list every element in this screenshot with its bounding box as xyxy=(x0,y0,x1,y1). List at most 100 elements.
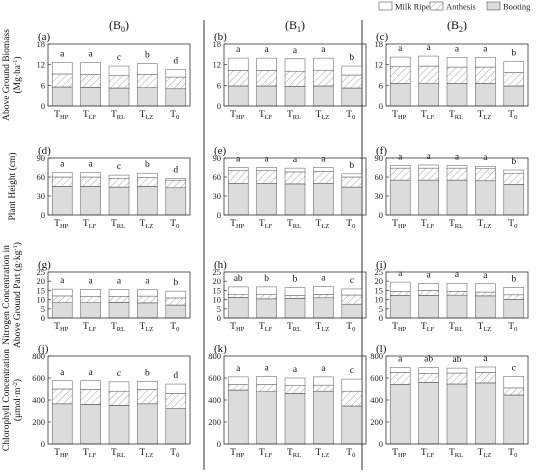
y-axis-label: Above Ground Part (g·kg-1) xyxy=(12,242,23,348)
significance-letter: a xyxy=(60,49,65,59)
significance-letter: a xyxy=(293,155,298,165)
significance-letter: a xyxy=(321,155,326,165)
bar-milk-ripe xyxy=(165,69,187,78)
significance-letter: a xyxy=(398,355,403,365)
y-tick-label: 0 xyxy=(379,313,383,323)
x-tick-label: TRL xyxy=(287,219,301,230)
x-tick-label: T0 xyxy=(508,110,517,121)
bar-booting xyxy=(503,394,525,445)
x-tick-label: TRL xyxy=(111,448,125,459)
bar-booting xyxy=(165,408,187,445)
y-tick-label: 60 xyxy=(375,172,384,182)
bar-milk-ripe xyxy=(108,381,130,392)
bar-booting xyxy=(51,186,73,216)
bar-milk-ripe xyxy=(256,376,277,385)
significance-letter: a xyxy=(321,45,326,55)
panel-label: (i) xyxy=(376,259,387,271)
bar-anthesis xyxy=(389,167,411,181)
bar-booting xyxy=(137,302,158,319)
y-tick-label: 0 xyxy=(379,439,383,449)
significance-letter: a xyxy=(483,354,488,364)
x-tick-label: TLF xyxy=(259,219,273,230)
significance-letter: b xyxy=(264,274,269,284)
significance-letter: b xyxy=(145,51,150,61)
bar-anthesis xyxy=(475,372,496,384)
x-tick-label: TLF xyxy=(259,110,273,121)
y-tick-label: 10 xyxy=(375,295,384,305)
panel-label: (h) xyxy=(214,259,227,271)
bar-anthesis xyxy=(80,176,101,187)
bar-booting xyxy=(475,382,496,445)
significance-letter: b xyxy=(293,275,298,285)
bar-booting xyxy=(256,391,277,445)
bar-booting xyxy=(108,405,130,445)
bar-booting xyxy=(341,303,363,319)
bar-booting xyxy=(256,298,277,319)
significance-letter: a xyxy=(483,44,488,54)
x-tick-label: TRL xyxy=(287,322,301,333)
x-tick-label: T0 xyxy=(346,219,355,230)
bar-anthesis xyxy=(137,177,158,187)
bar-milk-ripe xyxy=(446,367,468,374)
bar-booting xyxy=(227,183,249,216)
plot-frame xyxy=(385,43,529,107)
significance-letter: b xyxy=(349,53,354,63)
y-tick-label: 0 xyxy=(379,210,383,220)
y-tick-label: 18 xyxy=(213,39,222,49)
significance-letter: a xyxy=(88,50,93,60)
significance-letter: b xyxy=(173,278,178,288)
bar-anthesis xyxy=(313,294,334,299)
x-tick-label: TLF xyxy=(259,322,273,333)
y-tick-label: 600 xyxy=(32,373,45,383)
significance-letter: a xyxy=(88,160,93,170)
bar-booting xyxy=(503,299,525,319)
significance-letter: c xyxy=(350,366,354,376)
significance-letter: d xyxy=(173,371,178,381)
bar-milk-ripe xyxy=(137,172,158,178)
x-tick-label: TRL xyxy=(449,219,463,230)
bar-milk-ripe xyxy=(341,173,363,178)
x-tick-label: TRL xyxy=(111,219,125,230)
bar-booting xyxy=(80,87,101,107)
x-tick-label: TRL xyxy=(287,110,301,121)
bar-milk-ripe xyxy=(284,167,306,173)
x-tick-label: TLF xyxy=(421,110,435,121)
bar-anthesis xyxy=(389,291,411,296)
panel-label: (a) xyxy=(38,31,51,43)
bar-milk-ripe xyxy=(227,286,249,295)
y-tick-label: 5 xyxy=(379,304,383,314)
bar-booting xyxy=(165,304,187,319)
y-tick-label: 200 xyxy=(370,417,383,427)
bar-anthesis xyxy=(256,70,277,87)
y-tick-label: 60 xyxy=(213,172,222,182)
bar-anthesis xyxy=(51,176,73,187)
bar-anthesis xyxy=(313,171,334,184)
significance-letter: d xyxy=(173,56,178,66)
bar-anthesis xyxy=(227,170,249,184)
bar-booting xyxy=(341,87,363,107)
bar-milk-ripe xyxy=(108,289,130,297)
y-tick-label: 20 xyxy=(37,276,46,286)
bar-booting xyxy=(51,302,73,319)
legend-swatch xyxy=(486,1,501,11)
y-axis-label: Plant Height (cm) xyxy=(7,152,18,220)
y-tick-label: 15 xyxy=(37,285,46,295)
y-tick-label: 15 xyxy=(213,285,222,295)
x-tick-label: THP xyxy=(54,110,69,121)
x-tick-label: T0 xyxy=(170,322,179,333)
x-tick-label: TLZ xyxy=(478,110,492,121)
bar-anthesis xyxy=(475,168,496,182)
bar-milk-ripe xyxy=(418,367,439,374)
bar-anthesis xyxy=(313,384,334,392)
y-tick-label: 400 xyxy=(32,395,45,405)
bar-anthesis xyxy=(165,76,187,90)
x-tick-label: TLF xyxy=(421,448,435,459)
bar-booting xyxy=(108,186,130,216)
significance-letter: b xyxy=(349,161,354,171)
x-tick-label: T0 xyxy=(508,448,517,459)
bar-booting xyxy=(475,295,496,319)
bar-anthesis xyxy=(51,295,73,303)
y-tick-label: 0 xyxy=(41,313,45,323)
significance-letter: b xyxy=(511,274,516,284)
